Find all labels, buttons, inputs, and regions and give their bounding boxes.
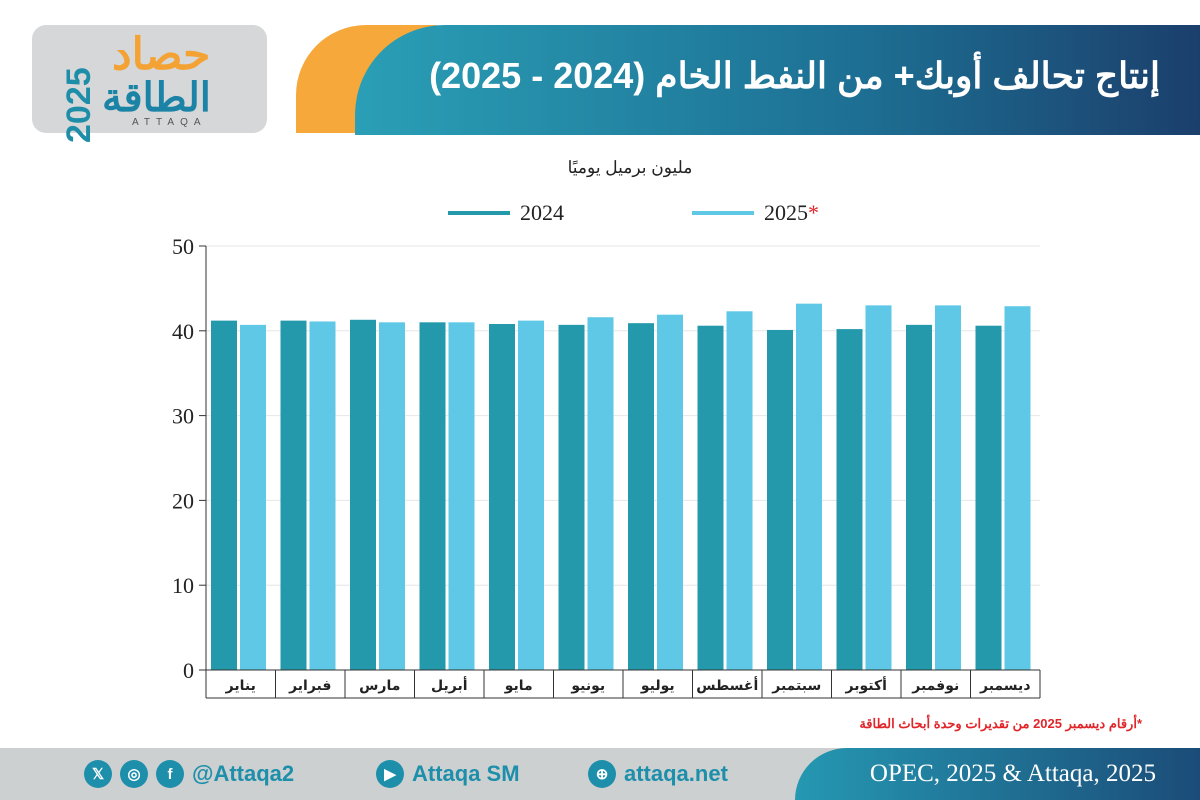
globe-icon[interactable]: ⊕ bbox=[588, 760, 616, 788]
x-tick-label: أبريل bbox=[431, 676, 468, 694]
logo-arabic-bottom: الطاقة bbox=[102, 76, 211, 120]
legend-label-2024: 2024 bbox=[520, 200, 564, 225]
x-tick-label: فبراير bbox=[288, 678, 331, 694]
y-tick-label: 40 bbox=[172, 319, 194, 344]
website-link[interactable]: attaqa.net bbox=[624, 761, 728, 786]
y-tick-label: 20 bbox=[172, 488, 194, 513]
youtube-icon[interactable]: ▶ bbox=[376, 760, 404, 788]
bar-2025-1 bbox=[240, 324, 266, 670]
legend-2025: 2025* bbox=[692, 200, 819, 226]
bar-2025-12 bbox=[1004, 306, 1031, 670]
bar-2024-2 bbox=[280, 320, 307, 670]
social-handle[interactable]: @Attaqa2 bbox=[192, 761, 295, 786]
x-tick-label: يونيو bbox=[570, 678, 605, 694]
bar-2025-10 bbox=[865, 305, 892, 670]
bar-2024-6 bbox=[558, 324, 585, 670]
bar-2024-3 bbox=[350, 319, 376, 670]
y-unit-label: مليون برميل يوميًا bbox=[567, 158, 693, 177]
bar-2025-2 bbox=[309, 321, 336, 670]
bar-2024-8 bbox=[697, 325, 724, 670]
header-banner: إنتاج تحالف أوبك+ من النفط الخام (2024 -… bbox=[355, 25, 1200, 135]
x-tick-label: مايو bbox=[504, 678, 533, 694]
bar-2024-7 bbox=[628, 323, 654, 670]
x-icon[interactable]: 𝕏 bbox=[84, 760, 112, 788]
y-tick-label: 10 bbox=[172, 573, 194, 598]
x-tick-label: مارس bbox=[359, 678, 400, 694]
bar-2025-6 bbox=[587, 317, 614, 670]
x-tick-label: يناير bbox=[225, 678, 256, 694]
logo-latin: ATTAQA bbox=[132, 117, 207, 128]
bar-2024-12 bbox=[975, 325, 1002, 670]
instagram-icon[interactable]: ◎ bbox=[120, 760, 148, 788]
y-tick-label: 50 bbox=[172, 234, 194, 259]
bar-2024-1 bbox=[211, 320, 237, 670]
bar-2025-8 bbox=[726, 311, 753, 670]
x-tick-label: سبتمبر bbox=[771, 678, 821, 694]
youtube-channel[interactable]: Attaqa SM bbox=[412, 761, 520, 786]
bar-2025-4 bbox=[448, 322, 475, 670]
footer: 𝕏 ◎ f @Attaqa2 ▶ Attaqa SM ⊕ attaqa.net … bbox=[0, 748, 1200, 800]
footnote: *أرقام ديسمبر 2025 من تقديرات وحدة أبحاث… bbox=[859, 716, 1142, 731]
bar-2024-5 bbox=[489, 324, 515, 670]
x-tick-label: ديسمبر bbox=[979, 678, 1031, 694]
bar-2025-5 bbox=[518, 320, 544, 670]
legend-2024: 2024 bbox=[448, 200, 564, 226]
bar-2024-10 bbox=[836, 329, 863, 670]
bar-2025-9 bbox=[796, 303, 822, 670]
y-tick-label: 30 bbox=[172, 404, 194, 429]
y-tick-label: 0 bbox=[183, 658, 194, 683]
x-tick-label: يوليو bbox=[640, 678, 675, 694]
legend-swatch-2025 bbox=[692, 211, 754, 215]
logo: 2025 حصاد الطاقة ATTAQA bbox=[32, 25, 267, 143]
bar-2024-9 bbox=[767, 329, 793, 670]
facebook-icon[interactable]: f bbox=[156, 760, 184, 788]
source: OPEC, 2025 & Attaqa, 2025 bbox=[795, 748, 1200, 800]
x-tick-label: نوفمبر bbox=[911, 678, 959, 694]
legend-label-2025: 2025* bbox=[764, 200, 819, 225]
bar-2024-4 bbox=[419, 322, 446, 670]
page-title: إنتاج تحالف أوبك+ من النفط الخام (2024 -… bbox=[429, 55, 1160, 96]
legend-swatch-2024 bbox=[448, 211, 510, 215]
logo-arabic-top: حصاد bbox=[112, 30, 211, 79]
x-tick-label: أغسطس bbox=[696, 676, 758, 694]
bar-2025-7 bbox=[657, 314, 683, 670]
bar-2025-11 bbox=[935, 305, 961, 670]
bar-2025-3 bbox=[379, 322, 405, 670]
x-tick-label: أكتوبر bbox=[845, 676, 887, 694]
bar-2024-11 bbox=[906, 324, 932, 670]
